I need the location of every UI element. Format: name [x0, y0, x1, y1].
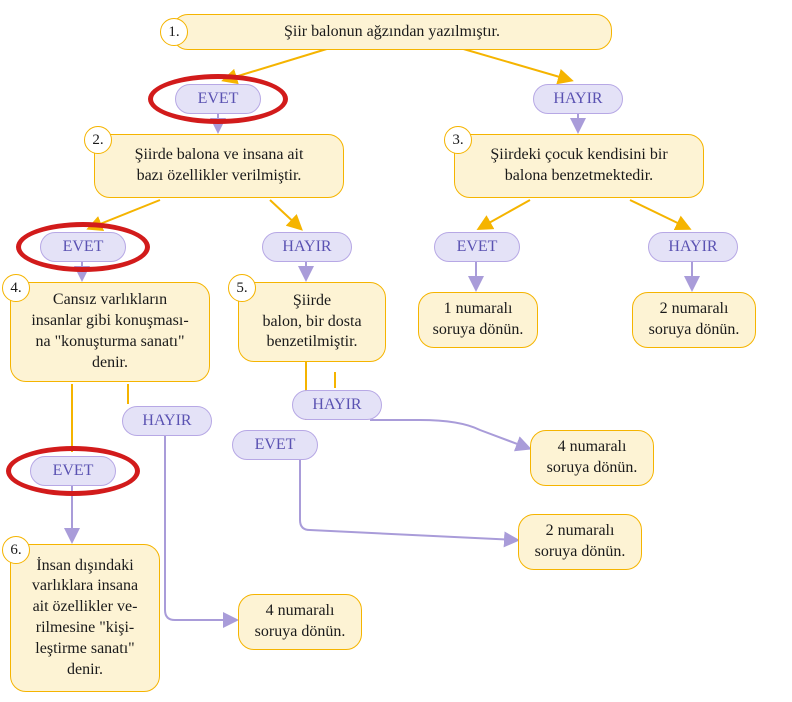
- question-4-text: Cansız varlıkların insanlar gibi konuşma…: [31, 290, 188, 373]
- question-1-number: 1.: [160, 18, 188, 46]
- question-6-number: 6.: [2, 536, 30, 564]
- pill-evet-3: EVET: [434, 232, 520, 262]
- pill-hayir-4: HAYIR: [122, 406, 212, 436]
- question-6-text: İnsan dışındaki varlıklara insana ait öz…: [32, 556, 138, 681]
- question-3-number: 3.: [444, 126, 472, 154]
- return-2a: 2 numaralı soruya dönün.: [632, 292, 756, 348]
- pill-hayir-3: HAYIR: [648, 232, 738, 262]
- question-1: Şiir balonun ağzından yazılmıştır.: [172, 14, 612, 50]
- return-4a: 4 numaralı soruya dönün.: [530, 430, 654, 486]
- return-4b: 4 numaralı soruya dönün.: [238, 594, 362, 650]
- circle-annotation-evet-2: [16, 222, 150, 272]
- question-2-text: Şiirde balona ve insana ait bazı özellik…: [135, 145, 304, 187]
- circle-annotation-evet-4: [6, 446, 140, 496]
- question-5-text: Şiirde balon, bir dosta benzetilmiştir.: [262, 291, 361, 353]
- pill-hayir-5: HAYIR: [292, 390, 382, 420]
- question-4-number: 4.: [2, 274, 30, 302]
- pill-evet-5: EVET: [232, 430, 318, 460]
- pill-hayir-2: HAYIR: [262, 232, 352, 262]
- return-1: 1 numaralı soruya dönün.: [418, 292, 538, 348]
- question-2: Şiirde balona ve insana ait bazı özellik…: [94, 134, 344, 198]
- question-5-number: 5.: [228, 274, 256, 302]
- pill-hayir-1: HAYIR: [533, 84, 623, 114]
- question-3-text: Şiirdeki çocuk kendisini bir balona benz…: [490, 145, 667, 187]
- question-4: Cansız varlıkların insanlar gibi konuşma…: [10, 282, 210, 382]
- question-5: Şiirde balon, bir dosta benzetilmiştir.: [238, 282, 386, 362]
- question-2-number: 2.: [84, 126, 112, 154]
- return-4a-text: 4 numaralı soruya dönün.: [547, 437, 638, 479]
- return-4b-text: 4 numaralı soruya dönün.: [255, 601, 346, 643]
- question-3: Şiirdeki çocuk kendisini bir balona benz…: [454, 134, 704, 198]
- question-6: İnsan dışındaki varlıklara insana ait öz…: [10, 544, 160, 692]
- question-1-text: Şiir balonun ağzından yazılmıştır.: [284, 22, 500, 43]
- return-1-text: 1 numaralı soruya dönün.: [433, 299, 524, 341]
- return-2b-text: 2 numaralı soruya dönün.: [535, 521, 626, 563]
- return-2a-text: 2 numaralı soruya dönün.: [649, 299, 740, 341]
- circle-annotation-evet-1: [148, 74, 288, 124]
- return-2b: 2 numaralı soruya dönün.: [518, 514, 642, 570]
